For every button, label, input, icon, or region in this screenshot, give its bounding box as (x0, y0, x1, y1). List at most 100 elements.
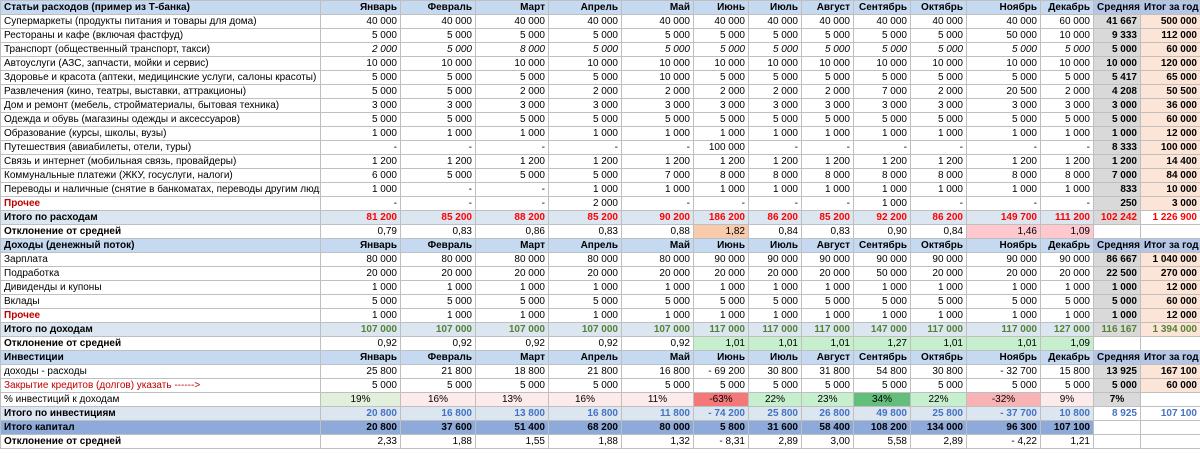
cell: 1 000 (801, 182, 854, 197)
row-label: доходы - расходы (0, 364, 321, 379)
cell: 1 200 (621, 154, 694, 169)
row-label: Инвестиции (0, 350, 321, 365)
cell: 2,89 (910, 434, 967, 449)
column-header: Декабрь (1040, 350, 1094, 365)
row-label: Зарплата (0, 252, 321, 267)
cell: 5 000 (801, 70, 854, 85)
cell: 25 800 (910, 406, 967, 421)
cell: 34% (853, 392, 911, 407)
cell: 5 000 (1040, 112, 1094, 127)
cell: 90 000 (693, 252, 749, 267)
cell: 80 000 (548, 252, 622, 267)
cell: 8 925 (1093, 406, 1141, 421)
cell: 5 000 (748, 42, 802, 57)
cell: 50 500 (1140, 84, 1200, 99)
cell: 1 000 (1040, 280, 1094, 295)
cell: 0,92 (475, 336, 549, 351)
table-row: Супермаркеты (продукты питания и товары … (0, 14, 1200, 29)
cell: 5 000 (400, 70, 476, 85)
cell: 5 000 (748, 112, 802, 127)
cell: 111 200 (1040, 210, 1094, 225)
column-header: Октябрь (910, 238, 967, 253)
cell: 68 200 (548, 420, 622, 435)
row-label: Итого капитал (0, 420, 321, 435)
column-header: Июнь (693, 0, 749, 15)
table-row: Прочее - - -2 000- - - -1 000- - -250 3 000 (0, 196, 1200, 211)
cell: 10 800 (1040, 406, 1094, 421)
row-label: Закрытие кредитов (долгов) указать -----… (0, 378, 321, 393)
cell: 16% (400, 392, 476, 407)
cell: 5 000 (548, 112, 622, 127)
cell: 1 000 (966, 308, 1041, 323)
cell: 20 500 (966, 84, 1041, 99)
cell: 1,27 (853, 336, 911, 351)
cell: 5 000 (475, 378, 549, 393)
cell: 107 100 (1040, 420, 1094, 435)
column-header: Январь (320, 238, 401, 253)
cell: 40 000 (966, 14, 1041, 29)
cell: 81 200 (320, 210, 401, 225)
cell: 5 000 (748, 378, 802, 393)
cell: 0,92 (621, 336, 694, 351)
cell: 2 000 (910, 84, 967, 99)
cell: 8 000 (693, 168, 749, 183)
cell: 3 000 (910, 98, 967, 113)
cell: 1 200 (1093, 154, 1141, 169)
cell: 0,84 (748, 224, 802, 239)
table-row: Доходы (денежный поток) Январь Февраль Март… (0, 238, 1200, 253)
cell: 5 000 (548, 42, 622, 57)
cell: 16 800 (400, 406, 476, 421)
cell: 147 000 (853, 322, 911, 337)
cell: - 37 700 (966, 406, 1041, 421)
cell: 40 000 (910, 14, 967, 29)
cell: 833 (1093, 182, 1141, 197)
cell: 19% (320, 392, 401, 407)
cell: 117 000 (693, 322, 749, 337)
cell: - (548, 140, 622, 155)
cell: 5 417 (1093, 70, 1141, 85)
table-row: Автоуслуги (АЗС, запчасти, мойки и серви… (0, 56, 1200, 71)
table-row: Инвестиции Январь Февраль Март Апрель Май Июнь… (0, 350, 1200, 365)
table-row: Связь и интернет (мобильная связь, прова… (0, 154, 1200, 169)
cell: 60 000 (1040, 14, 1094, 29)
column-header: Июнь (693, 350, 749, 365)
cell: 1,32 (621, 434, 694, 449)
cell: 134 000 (910, 420, 967, 435)
row-label: Коммунальные платежи (ЖКУ, госуслуги, на… (0, 168, 321, 183)
cell: 15 800 (1040, 364, 1094, 379)
cell: 1 000 (748, 126, 802, 141)
cell: 2 000 (748, 84, 802, 99)
cell: 5 000 (320, 294, 401, 309)
cell: 5 000 (693, 42, 749, 57)
column-header: Июль (748, 238, 802, 253)
cell: 0,88 (621, 224, 694, 239)
cell: 85 200 (801, 210, 854, 225)
cell: 9% (1040, 392, 1094, 407)
cell: 22% (910, 392, 967, 407)
cell: 13 925 (1093, 364, 1141, 379)
column-header: Ноябрь (966, 238, 1041, 253)
cell: - 8,31 (693, 434, 749, 449)
cell: 5 000 (548, 28, 622, 43)
table-row: Одежда и обувь (магазины одежды и аксесс… (0, 112, 1200, 127)
cell: 8 333 (1093, 140, 1141, 155)
cell: 11% (621, 392, 694, 407)
cell: 2 000 (475, 84, 549, 99)
cell: 1,09 (1040, 224, 1094, 239)
cell: 10 000 (1040, 28, 1094, 43)
cell: 1,55 (475, 434, 549, 449)
cell (1140, 336, 1200, 351)
cell: 1,01 (910, 336, 967, 351)
cell: 86 200 (748, 210, 802, 225)
cell: 84 000 (1140, 168, 1200, 183)
cell: 40 000 (748, 14, 802, 29)
cell: 90 000 (910, 252, 967, 267)
cell: 120 000 (1140, 56, 1200, 71)
cell: 1,82 (693, 224, 749, 239)
cell: 117 000 (801, 322, 854, 337)
cell: 9 333 (1093, 28, 1141, 43)
cell: 3 000 (748, 98, 802, 113)
cell: 107 000 (320, 322, 401, 337)
cell: 1 200 (748, 154, 802, 169)
cell: 60 000 (1140, 378, 1200, 393)
